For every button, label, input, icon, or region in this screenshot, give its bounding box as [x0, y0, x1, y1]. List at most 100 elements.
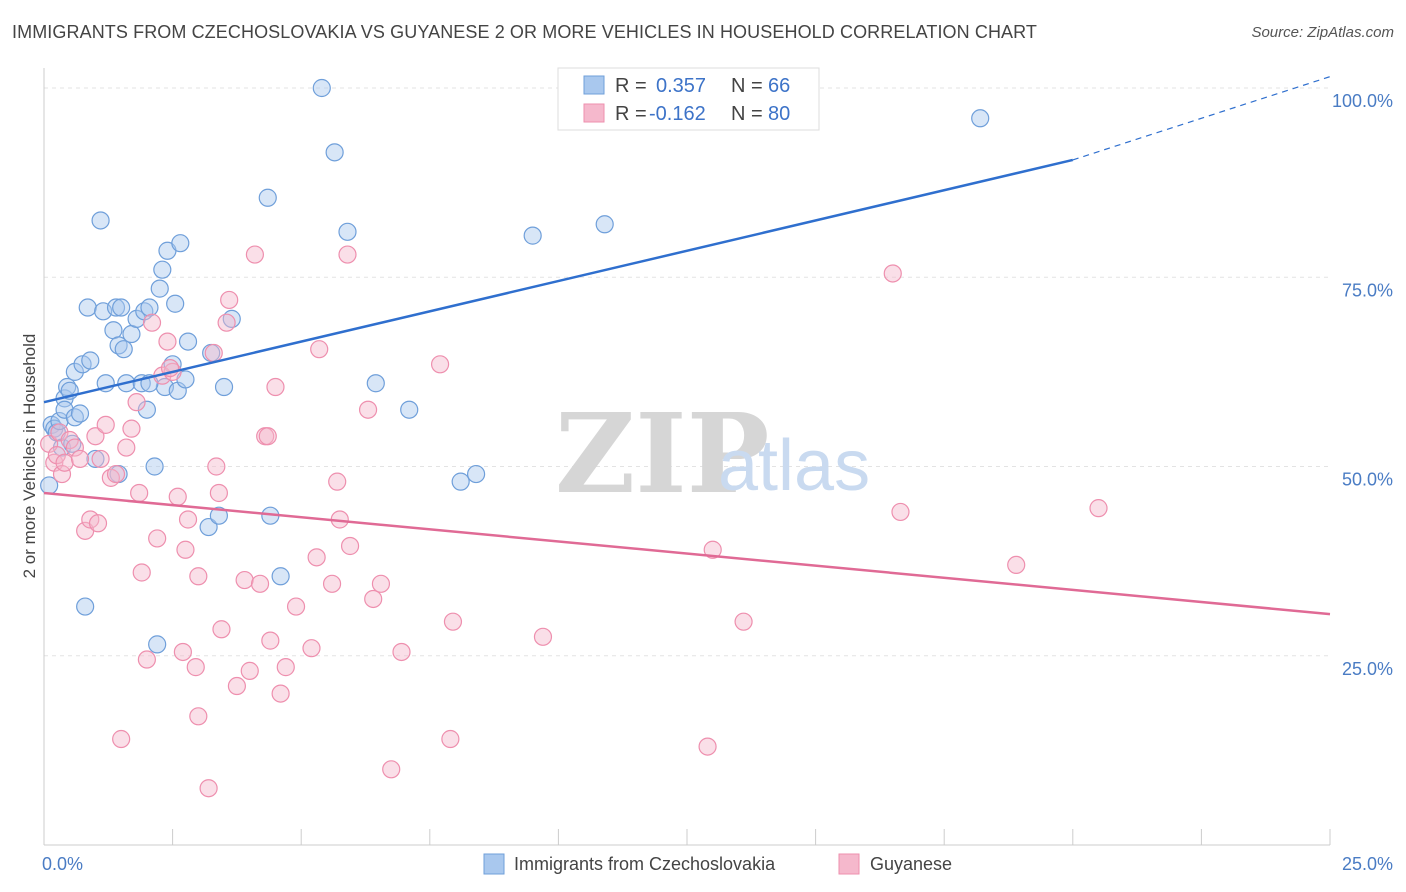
point-guyanese-19 [122, 419, 141, 438]
point-guyanese-65 [382, 760, 401, 779]
point-guyanese-72 [703, 540, 722, 559]
point-czechoslovakia-11 [65, 362, 84, 381]
point-czechoslovakia-22 [104, 321, 123, 340]
series-legend: Immigrants from Czechoslovakia Guyanese [483, 853, 952, 875]
watermark-zip: ZIP [555, 389, 769, 518]
series-czechoslovakia-points [40, 78, 990, 654]
series-guyanese-points [40, 245, 1108, 798]
x-tick-label-max: 25.0% [1342, 854, 1393, 874]
point-guyanese-14 [96, 415, 115, 434]
point-guyanese-11 [86, 427, 105, 446]
legend-r-label-pink: R = [615, 103, 647, 125]
point-czechoslovakia-53 [271, 567, 290, 586]
point-czechoslovakia-17 [81, 351, 100, 370]
point-czechoslovakia-28 [122, 324, 141, 344]
point-guyanese-41 [220, 290, 239, 310]
point-guyanese-13 [91, 449, 110, 469]
point-guyanese-25 [148, 529, 167, 548]
point-guyanese-57 [322, 574, 342, 593]
point-guyanese-54 [302, 639, 321, 658]
point-czechoslovakia-34 [145, 457, 164, 476]
grid-lines [44, 87, 1330, 657]
point-guyanese-70 [533, 627, 553, 646]
point-guyanese-71 [698, 737, 717, 756]
point-guyanese-4 [52, 464, 72, 484]
point-czechoslovakia-54 [312, 78, 331, 98]
point-czechoslovakia-61 [523, 226, 542, 245]
legend-n-value-pink: 80 [768, 103, 790, 125]
point-guyanese-48 [258, 427, 277, 446]
point-czechoslovakia-26 [114, 340, 133, 359]
point-guyanese-34 [189, 707, 208, 726]
point-guyanese-30 [173, 642, 192, 662]
point-guyanese-37 [207, 457, 226, 476]
point-guyanese-31 [176, 540, 195, 559]
trend-lines [43, 76, 1331, 616]
point-czechoslovakia-13 [70, 404, 90, 423]
y-axis-label: 2 or more Vehicles in Household [20, 334, 39, 579]
point-czechoslovakia-41 [166, 294, 185, 313]
point-guyanese-56 [310, 340, 329, 359]
point-czechoslovakia-56 [338, 222, 357, 241]
point-guyanese-55 [307, 548, 326, 567]
point-guyanese-12 [88, 514, 108, 533]
point-guyanese-67 [430, 355, 450, 374]
series-legend-label-pink: Guyanese [870, 854, 952, 874]
point-guyanese-27 [158, 332, 177, 351]
point-guyanese-16 [106, 464, 126, 484]
y-tick-label-1: 50.0% [1342, 470, 1393, 490]
point-guyanese-74 [883, 264, 902, 283]
point-czechoslovakia-19 [91, 211, 110, 230]
point-guyanese-36 [204, 343, 223, 363]
point-guyanese-39 [212, 620, 231, 639]
point-guyanese-63 [364, 589, 383, 609]
point-czechoslovakia-45 [178, 332, 198, 351]
point-czechoslovakia-62 [595, 215, 614, 234]
point-guyanese-3 [50, 423, 69, 442]
point-guyanese-77 [1089, 499, 1108, 518]
source-label: Source: ZipAtlas.com [1251, 24, 1394, 41]
point-guyanese-64 [371, 574, 391, 593]
point-czechoslovakia-35 [148, 635, 167, 654]
point-czechoslovakia-16 [78, 298, 97, 317]
point-czechoslovakia-15 [76, 597, 95, 616]
point-czechoslovakia-37 [153, 260, 172, 279]
point-guyanese-73 [734, 612, 753, 631]
watermark-atlas: atlas [718, 426, 870, 506]
point-czechoslovakia-29 [127, 309, 146, 328]
point-guyanese-42 [227, 676, 246, 696]
legend-n-label-blue: N = [731, 75, 763, 97]
point-guyanese-69 [443, 612, 463, 631]
point-guyanese-17 [112, 729, 131, 749]
point-guyanese-76 [1007, 555, 1026, 575]
point-guyanese-62 [358, 400, 378, 419]
legend-n-value-blue: 66 [768, 75, 790, 97]
point-guyanese-8 [70, 449, 90, 469]
watermark: ZIP atlas [555, 389, 870, 518]
point-guyanese-51 [271, 684, 290, 703]
point-czechoslovakia-25 [112, 298, 131, 317]
series-legend-swatch-pink [838, 853, 860, 875]
point-czechoslovakia-51 [258, 188, 277, 207]
point-guyanese-43 [235, 570, 254, 590]
point-czechoslovakia-59 [451, 472, 470, 491]
point-czechoslovakia-63 [971, 109, 990, 128]
trend-line-czechoslovakia-extension [1072, 76, 1331, 161]
point-czechoslovakia-43 [171, 234, 190, 253]
legend-swatch-pink [583, 103, 605, 123]
point-guyanese-66 [392, 642, 411, 662]
point-czechoslovakia-55 [325, 143, 344, 162]
axes [43, 68, 1331, 846]
point-guyanese-21 [130, 483, 149, 503]
point-guyanese-35 [199, 779, 218, 798]
point-czechoslovakia-7 [55, 400, 74, 419]
point-guyanese-29 [168, 487, 187, 506]
y-tick-label-0: 25.0% [1342, 659, 1393, 679]
y-tick-label-2: 75.0% [1342, 280, 1393, 300]
legend-n-label-pink: N = [731, 103, 763, 125]
point-guyanese-58 [328, 472, 347, 491]
trend-line-guyanese [43, 491, 1331, 616]
legend-r-label-blue: R = [615, 75, 647, 97]
y-tick-labels: 25.0% 50.0% 75.0% 100.0% [1332, 91, 1393, 679]
